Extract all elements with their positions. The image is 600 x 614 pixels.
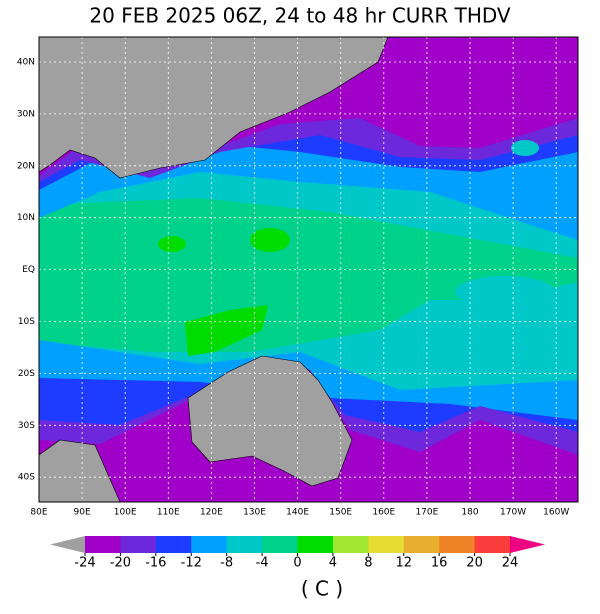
lat-label: 20S: [18, 369, 35, 379]
lon-label: 150E: [329, 508, 352, 518]
colorbar-segment: [368, 536, 405, 553]
colorbar-label: -20: [110, 556, 131, 571]
colorbar-label: -4: [256, 556, 269, 571]
lon-label: 170E: [415, 508, 438, 518]
lon-label: 90E: [74, 508, 91, 518]
colorbar-segment: [262, 536, 298, 553]
map-frame: [38, 36, 579, 503]
lon-label: 100E: [114, 508, 137, 518]
colorbar-segment: [332, 536, 369, 553]
colorbar-segment: [474, 536, 511, 553]
colorbar-label: -16: [145, 556, 166, 571]
colorbar-segment: [120, 536, 157, 553]
colorbar-label: 16: [431, 556, 448, 571]
lat-label: 30N: [17, 109, 35, 119]
lat-label: 10N: [17, 213, 35, 223]
colorbar-label: 12: [395, 556, 412, 571]
lon-label: 180: [461, 508, 478, 518]
map-field: [39, 37, 578, 502]
lon-label: 110E: [157, 508, 180, 518]
lon-label: 160E: [372, 508, 395, 518]
lat-label: 40S: [18, 473, 35, 483]
lon-label: 140E: [286, 508, 309, 518]
colorbar-segment: [226, 536, 263, 553]
colorbar-label: -24: [74, 556, 95, 571]
colorbar-label: -12: [181, 556, 202, 571]
lon-label: 170W: [500, 508, 526, 518]
lon-label: 160W: [543, 508, 569, 518]
colorbar-under: [50, 536, 85, 553]
colorbar-label: 0: [293, 556, 301, 571]
lat-label: EQ: [22, 265, 35, 275]
colorbar-label: 20: [466, 556, 483, 571]
lon-label: 120E: [200, 508, 223, 518]
colorbar-segment: [85, 536, 121, 553]
graticule: 40N 30N 20N 10N EQ 10S 20S 30S 40S 80E 90E 100E 110E…: [17, 37, 578, 518]
lon-label: 80E: [30, 508, 47, 518]
colorbar-over: [510, 536, 545, 553]
colorbar-segment: [155, 536, 192, 553]
lat-label: 10S: [18, 317, 35, 327]
lat-label: 40N: [17, 58, 35, 68]
unit-label: ( C ): [301, 577, 343, 601]
colorbar-label: 4: [329, 556, 337, 571]
colorbar-segment: [403, 536, 440, 553]
title: 20 FEB 2025 06Z, 24 to 48 hr CURR THDV: [89, 4, 511, 28]
colorbar-label: 24: [502, 556, 519, 571]
lat-label: 20N: [17, 161, 35, 171]
colorbar-segment: [439, 536, 476, 553]
lat-label: 30S: [18, 421, 35, 431]
lon-label: 130E: [243, 508, 266, 518]
colorbar-label: -8: [220, 556, 233, 571]
colorbar-segment: [191, 536, 228, 553]
colorbar-label: 8: [364, 556, 372, 571]
colorbar: -24 -20 -16 -12 -8 -4 0 4 8 12 16 20 24: [50, 536, 545, 571]
colorbar-segment: [297, 536, 334, 553]
